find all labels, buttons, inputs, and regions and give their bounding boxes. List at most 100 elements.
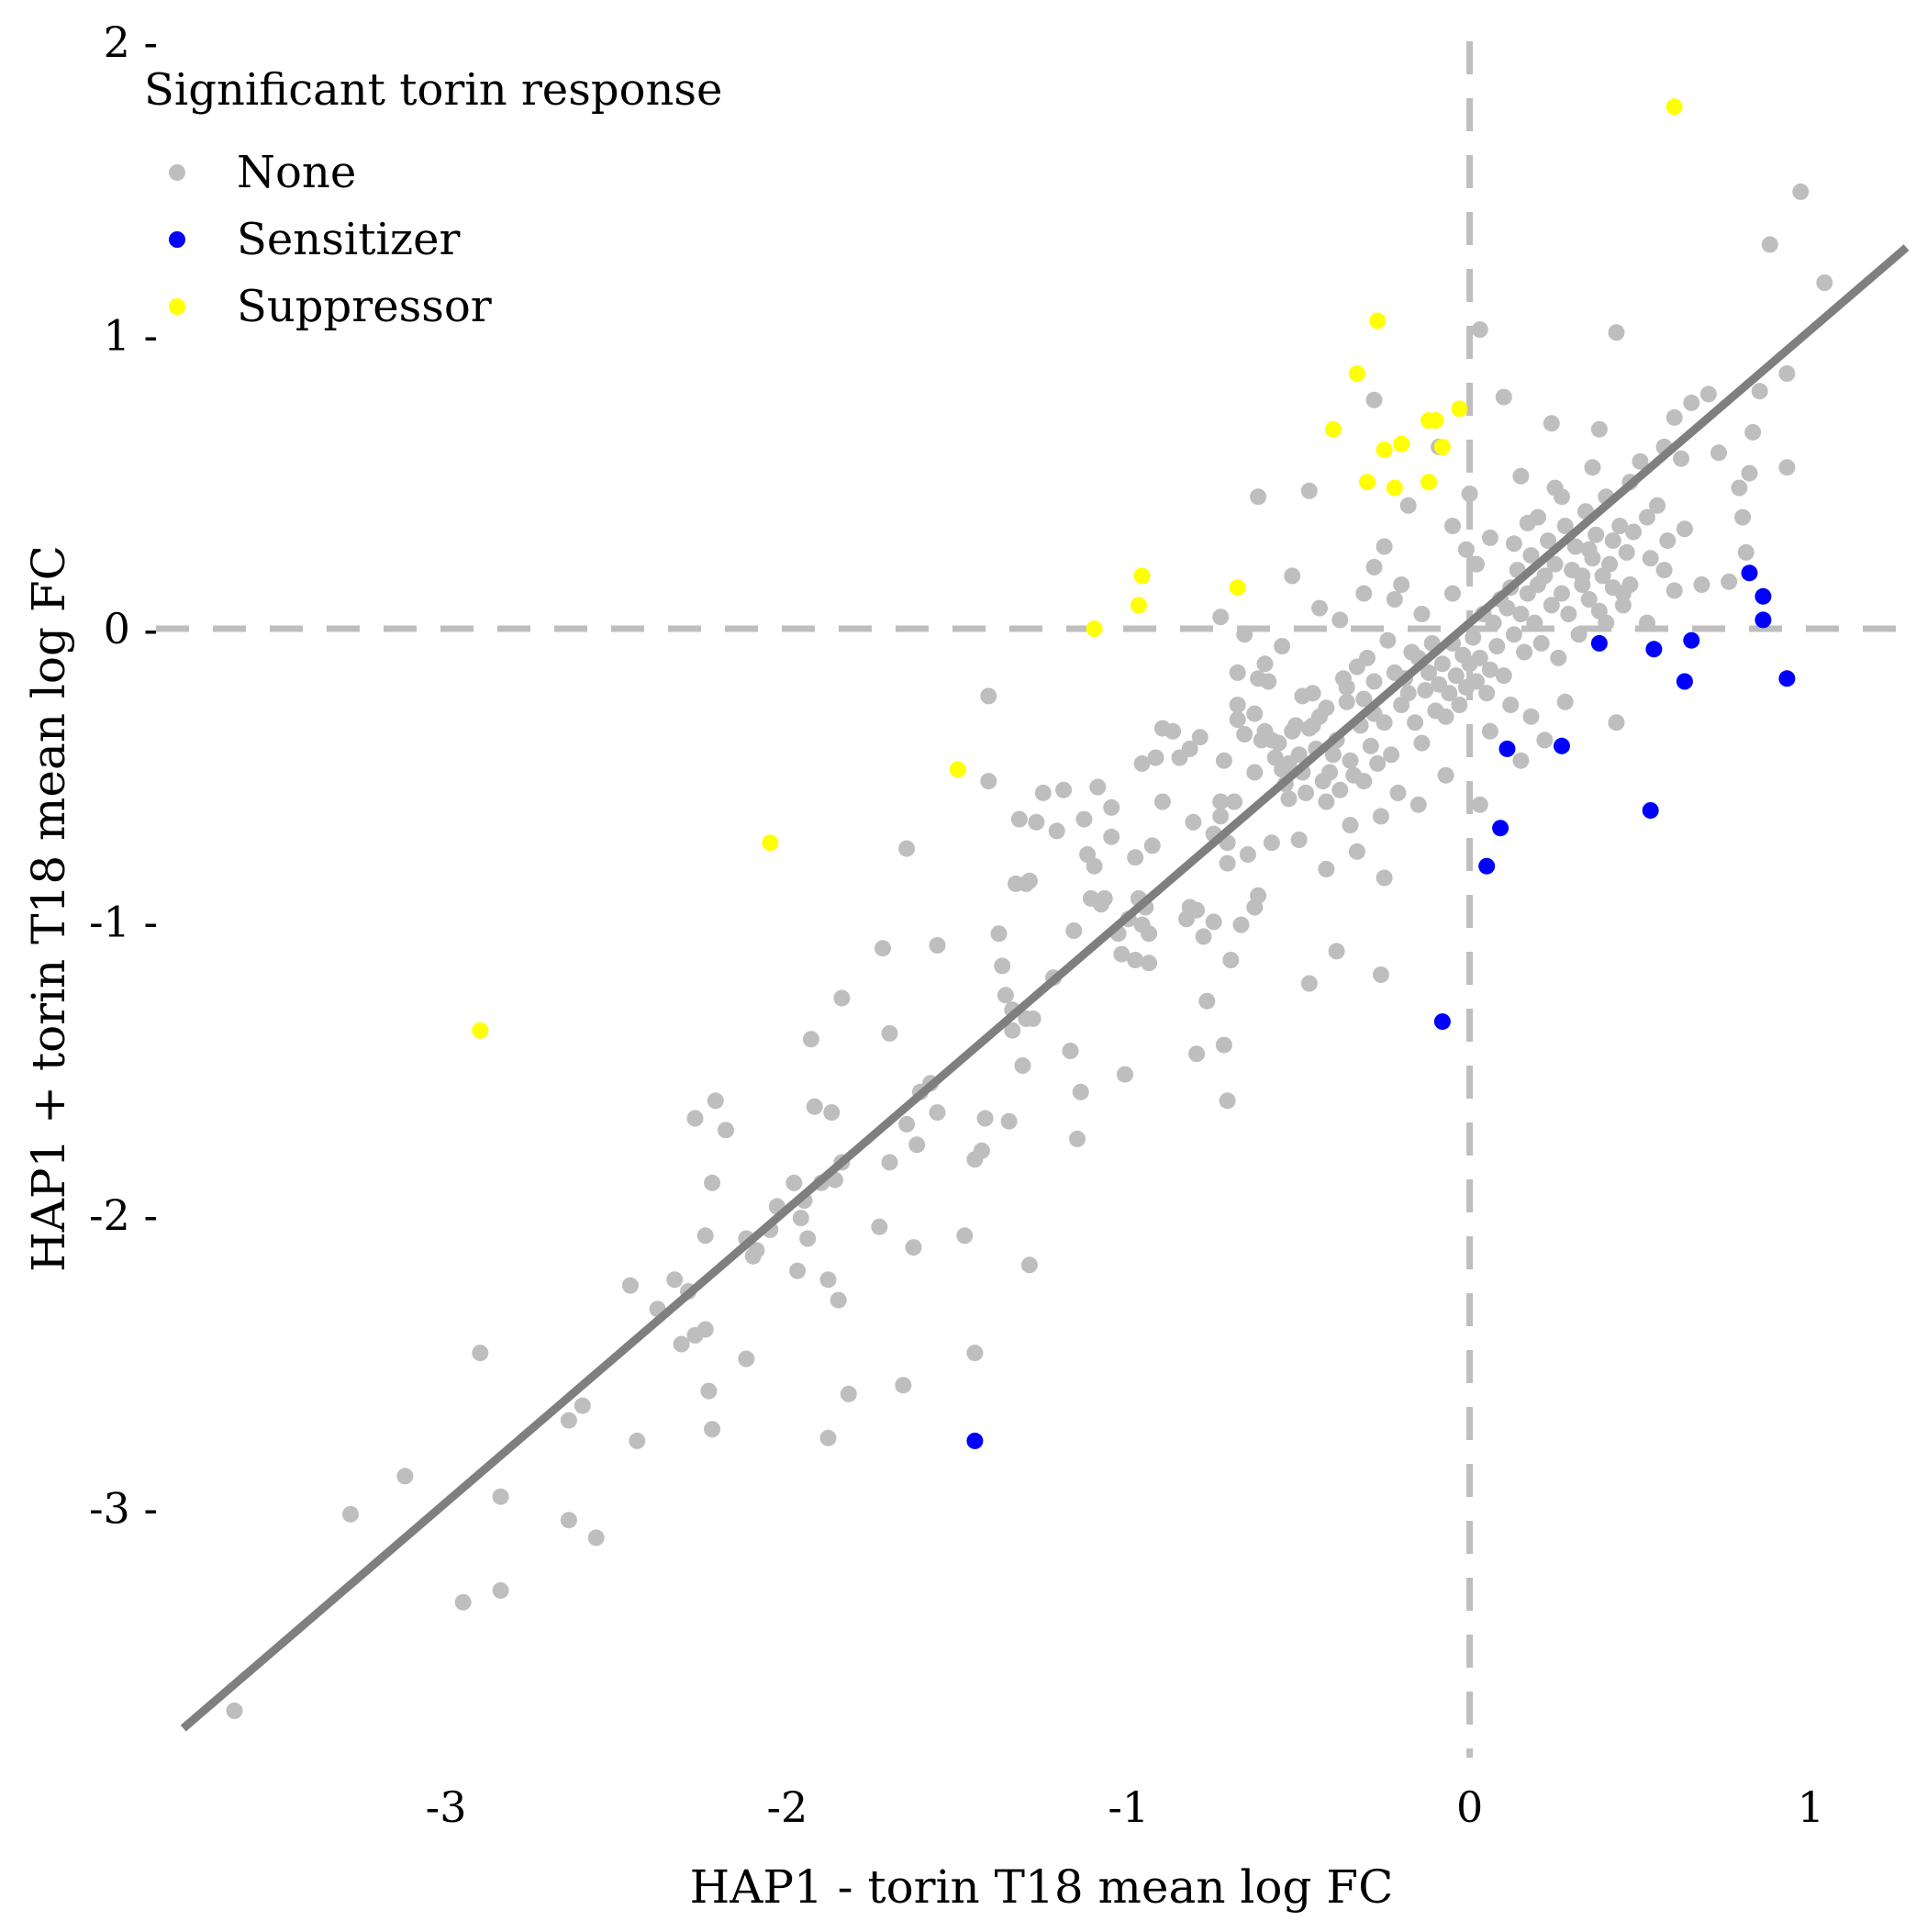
- point-none: [966, 1345, 984, 1362]
- point-none: [673, 1335, 690, 1353]
- point-none: [895, 1377, 912, 1394]
- point-suppressor: [949, 761, 966, 778]
- point-suppressor: [1420, 474, 1437, 491]
- point-suppressor: [1376, 441, 1393, 459]
- point-none: [492, 1488, 509, 1505]
- point-none: [1250, 488, 1267, 506]
- point-none: [1072, 1083, 1089, 1100]
- point-sensitizer: [1754, 611, 1772, 629]
- point-suppressor: [1359, 474, 1376, 491]
- point-none: [1471, 796, 1488, 813]
- point-none: [560, 1412, 577, 1429]
- point-none: [1481, 529, 1498, 546]
- point-none: [1495, 667, 1512, 685]
- point-none: [574, 1397, 591, 1414]
- point-none: [1447, 667, 1465, 685]
- point-none: [789, 1262, 807, 1279]
- point-none: [1195, 928, 1212, 945]
- point-none: [1075, 810, 1093, 828]
- legend-label-none: None: [237, 147, 356, 198]
- point-none: [696, 1227, 714, 1245]
- point-none: [1365, 558, 1383, 575]
- point-none: [1355, 585, 1373, 602]
- point-none: [1226, 793, 1242, 810]
- point-none: [1232, 916, 1250, 933]
- point-none: [1389, 784, 1407, 801]
- point-none: [1246, 764, 1264, 781]
- point-none: [1304, 685, 1321, 702]
- point-none: [1143, 837, 1161, 854]
- point-none: [1324, 746, 1342, 764]
- point-none: [1280, 790, 1298, 808]
- point-none: [1505, 535, 1522, 553]
- x-tick-label: 1: [1798, 1782, 1824, 1832]
- point-none: [1505, 626, 1522, 643]
- point-none: [1519, 514, 1536, 531]
- point-none: [1311, 599, 1328, 617]
- point-none: [1127, 952, 1144, 968]
- point-none: [1093, 896, 1109, 913]
- fit-line-group: [180, 244, 1910, 1732]
- point-none: [1649, 497, 1666, 514]
- point-none: [1205, 913, 1222, 931]
- point-none: [1010, 810, 1028, 828]
- point-none: [1222, 952, 1240, 968]
- point-none: [1481, 661, 1498, 678]
- point-none: [1433, 655, 1451, 673]
- point-none: [1665, 408, 1683, 426]
- series-suppressor: [472, 98, 1683, 1039]
- point-sensitizer: [1676, 673, 1693, 690]
- point-none: [1376, 714, 1393, 731]
- point-none: [1372, 808, 1389, 825]
- point-none: [1219, 854, 1236, 872]
- point-sensitizer: [1778, 670, 1796, 687]
- point-none: [973, 1142, 990, 1159]
- point-sensitizer: [1554, 737, 1570, 754]
- point-none: [587, 1529, 605, 1547]
- point-none: [1141, 925, 1158, 943]
- point-none: [1751, 383, 1768, 400]
- point-none: [1215, 752, 1232, 769]
- point-none: [1570, 626, 1587, 643]
- point-none: [1113, 945, 1131, 963]
- point-none: [1246, 705, 1264, 722]
- point-none: [1816, 274, 1833, 291]
- point-none: [1024, 1010, 1041, 1027]
- point-none: [1574, 567, 1591, 585]
- point-none: [1379, 631, 1397, 649]
- point-none: [1457, 541, 1475, 558]
- point-none: [1778, 365, 1796, 382]
- point-none: [1188, 1045, 1206, 1063]
- point-none: [1185, 813, 1202, 831]
- point-none: [1413, 606, 1431, 622]
- point-none: [1386, 591, 1403, 608]
- point-none: [1089, 778, 1107, 796]
- point-none: [1219, 1092, 1236, 1110]
- point-none: [1655, 562, 1673, 579]
- reference-lines: [156, 41, 1913, 1758]
- point-sensitizer: [1645, 641, 1663, 658]
- point-none: [1328, 943, 1345, 960]
- point-none: [1065, 922, 1083, 939]
- point-suppressor: [1665, 98, 1683, 116]
- point-none: [1365, 391, 1383, 408]
- point-none: [1399, 497, 1417, 514]
- point-none: [1318, 699, 1335, 717]
- point-none: [1461, 486, 1478, 502]
- point-none: [1393, 576, 1410, 593]
- point-none: [819, 1271, 837, 1289]
- point-none: [1608, 714, 1625, 731]
- point-suppressor: [1130, 597, 1147, 614]
- point-none: [1069, 1130, 1086, 1147]
- point-none: [1665, 582, 1683, 599]
- point-none: [1614, 597, 1632, 614]
- point-none: [1512, 606, 1530, 622]
- point-none: [1256, 655, 1274, 673]
- point-sensitizer: [1754, 587, 1772, 605]
- y-tick-label: 0 -: [104, 604, 158, 653]
- point-none: [1580, 541, 1598, 558]
- point-none: [1342, 817, 1359, 833]
- point-none: [1516, 643, 1533, 661]
